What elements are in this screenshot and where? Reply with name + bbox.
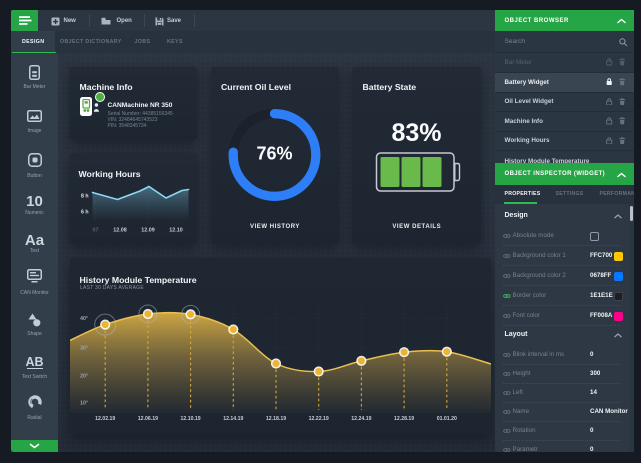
svg-text:12.18.19: 12.18.19	[266, 416, 286, 422]
svg-text:12.09: 12.09	[141, 228, 155, 234]
svg-text:20°: 20°	[80, 373, 88, 379]
svg-text:10°: 10°	[80, 401, 88, 407]
svg-text:6 h: 6 h	[81, 210, 89, 216]
svg-text:12.28.19: 12.28.19	[394, 416, 414, 422]
svg-text:12.10.19: 12.10.19	[180, 416, 200, 422]
svg-text:76%: 76%	[256, 144, 292, 164]
svg-text:8 h: 8 h	[81, 194, 89, 200]
svg-text:12.08: 12.08	[113, 228, 127, 234]
svg-text:VIEW DETAILS: VIEW DETAILS	[392, 224, 441, 230]
svg-text:40°: 40°	[80, 316, 88, 322]
svg-text:83%: 83%	[391, 119, 441, 147]
svg-text:VIEW HISTORY: VIEW HISTORY	[250, 224, 300, 230]
svg-text:12.22.19: 12.22.19	[309, 416, 329, 422]
svg-text:12.24.19: 12.24.19	[351, 416, 371, 422]
svg-text:12.06.19: 12.06.19	[138, 416, 158, 422]
svg-text:12.10: 12.10	[169, 228, 183, 234]
svg-text:12.02.19: 12.02.19	[95, 416, 115, 422]
svg-text:30°: 30°	[80, 346, 88, 352]
svg-text:12.14.19: 12.14.19	[223, 416, 243, 422]
svg-text:07: 07	[93, 228, 99, 234]
svg-text:01.01.20: 01.01.20	[437, 416, 457, 422]
